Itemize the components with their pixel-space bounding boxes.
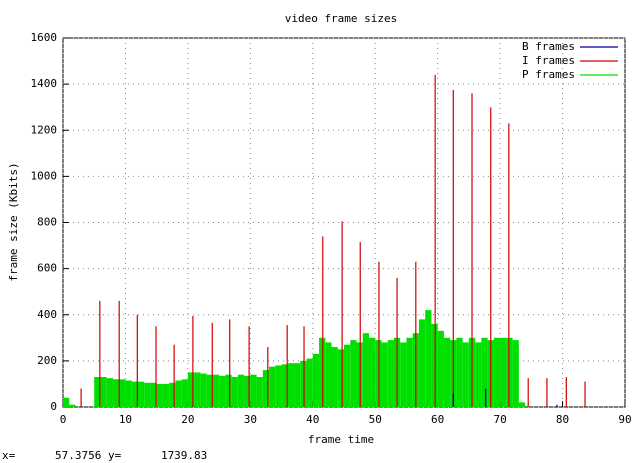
frame-bar	[244, 375, 251, 407]
frame-bar	[162, 383, 170, 407]
frame-bar	[262, 370, 270, 407]
frame-bar	[112, 379, 120, 407]
x-axis-label: frame time	[308, 433, 374, 446]
frame-bar	[269, 366, 276, 407]
legend-label: I frames	[522, 54, 575, 67]
frame-bar	[518, 402, 526, 407]
frame-bar	[237, 374, 245, 407]
frame-bar	[212, 374, 220, 407]
frame-bar	[350, 340, 357, 407]
frame-bar	[94, 377, 101, 407]
frame-bar	[206, 374, 213, 407]
y-tick-label: 800	[37, 216, 57, 229]
frame-bar	[375, 340, 382, 407]
y-tick-label: 1400	[31, 77, 58, 90]
frame-bar	[456, 337, 463, 407]
frame-bar	[381, 342, 388, 407]
x-tick-label: 20	[181, 413, 194, 426]
y-tick-label: 1200	[31, 123, 58, 136]
frame-bar	[356, 342, 363, 407]
frame-bar	[443, 337, 451, 407]
y-tick-label: 1000	[31, 169, 58, 182]
frame-bar	[125, 380, 132, 407]
frame-bar	[169, 382, 176, 407]
frame-bar	[144, 382, 151, 407]
frame-bar	[200, 373, 207, 407]
frame-bar	[331, 347, 338, 407]
frame-bar	[337, 349, 344, 407]
frame-bar	[500, 337, 507, 407]
chart-title: video frame sizes	[285, 12, 398, 25]
frame-bar	[250, 374, 257, 407]
frame-bar	[287, 363, 295, 407]
x-tick-label: 0	[60, 413, 67, 426]
frame-bar	[325, 342, 332, 407]
frame-bar	[462, 342, 469, 407]
frame-bar	[387, 340, 394, 407]
frame-bar	[69, 404, 76, 407]
legend-label: P frames	[522, 68, 575, 81]
frame-bar	[300, 360, 307, 407]
frame-bar	[156, 383, 163, 407]
x-tick-label: 40	[306, 413, 319, 426]
frame-bar	[437, 330, 444, 407]
x-tick-label: 90	[618, 413, 631, 426]
x-tick-label: 80	[556, 413, 569, 426]
x-tick-label: 30	[244, 413, 257, 426]
frame-bar	[281, 364, 288, 407]
frame-bar	[312, 353, 320, 407]
frame-bar	[194, 372, 201, 407]
x-tick-label: 50	[369, 413, 382, 426]
frame-bar	[106, 378, 113, 407]
frame-bar	[275, 365, 282, 407]
frame-bar	[306, 358, 313, 407]
frame-bar	[119, 379, 126, 407]
frame-bar	[294, 363, 301, 407]
y-tick-label: 1600	[31, 31, 58, 44]
frame-bar	[63, 397, 70, 407]
y-tick-label: 0	[50, 400, 57, 413]
y-tick-label: 600	[37, 262, 57, 275]
frame-bar	[344, 344, 351, 407]
frame-bar	[431, 323, 438, 407]
frame-bar	[493, 337, 501, 407]
frame-bar	[187, 372, 195, 407]
frame-bar	[400, 342, 407, 407]
frame-bar	[368, 337, 376, 407]
frame-bar	[406, 337, 413, 407]
frame-bar	[137, 381, 145, 407]
legend-label: B frames	[522, 40, 575, 53]
x-tick-label: 60	[431, 413, 444, 426]
frame-bar	[475, 342, 482, 407]
frame-bar	[100, 377, 107, 407]
frame-bar	[131, 381, 138, 407]
frame-bar	[418, 319, 426, 407]
frame-bar	[319, 337, 326, 407]
status-bar: x= 57.3756 y= 1739.83	[2, 449, 207, 462]
frame-bar	[256, 377, 263, 407]
frame-bar	[362, 333, 369, 407]
frame-bar	[219, 375, 226, 407]
y-tick-label: 400	[37, 308, 57, 321]
x-tick-label: 70	[493, 413, 506, 426]
frame-bar	[181, 379, 188, 407]
frame-bar	[481, 337, 488, 407]
frame-bar	[225, 374, 232, 407]
frame-bar	[425, 310, 432, 407]
x-tick-label: 10	[119, 413, 132, 426]
frame-bar	[231, 377, 238, 407]
y-tick-label: 200	[37, 354, 57, 367]
frame-bar	[175, 380, 182, 407]
y-axis-label: frame size (Kbits)	[7, 162, 20, 281]
frame-bar	[506, 337, 513, 407]
frame-bar	[512, 340, 519, 407]
frame-bar	[150, 382, 157, 407]
